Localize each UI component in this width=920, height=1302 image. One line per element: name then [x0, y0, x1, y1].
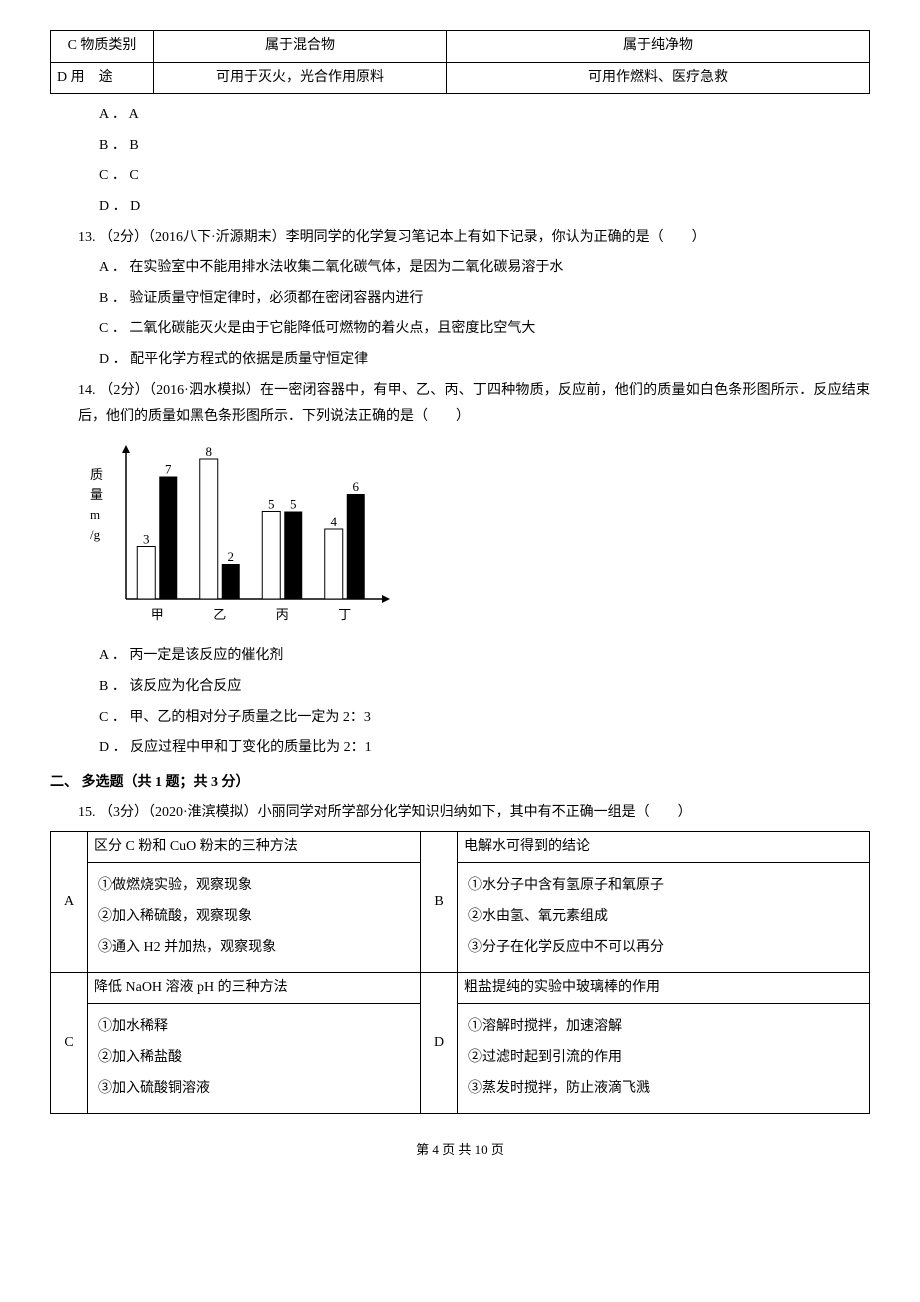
svg-text:乙: 乙: [213, 607, 226, 622]
cell-C-title: 降低 NaOH 溶液 pH 的三种方法: [88, 972, 421, 1004]
q14-chart: 质量m/g 3 7 甲 8 2 乙 55 丙 4 6 丁: [78, 439, 870, 640]
svg-text:质: 质: [90, 467, 103, 482]
svg-text:6: 6: [353, 479, 360, 494]
table-options-cd: C 物质类别 属于混合物 属于纯净物 D 用 途 可用于灭火，光合作用原料 可用…: [50, 30, 870, 94]
cell-B-body: ①水分子中含有氢原子和氧原子 ②水由氢、氧元素组成 ③分子在化学反应中不可以再分: [458, 863, 870, 972]
cell-A-body: ①做燃烧实验，观察现象 ②加入稀硫酸，观察现象 ③通入 H2 并加热，观察现象: [88, 863, 421, 972]
svg-text:3: 3: [143, 531, 150, 546]
cell-line: ③加入硫酸铜溶液: [98, 1074, 410, 1105]
q14-d: D ． 反应过程中甲和丁变化的质量比为 2：1: [50, 735, 870, 762]
label-C: C: [51, 972, 88, 1113]
cell-line: ①做燃烧实验，观察现象: [98, 871, 410, 902]
table-q15: A 区分 C 粉和 CuO 粉末的三种方法 B 电解水可得到的结论 ①做燃烧实验…: [50, 831, 870, 1114]
q13-stem: 13. （2分）（2016八下·沂源期末）李明同学的化学复习笔记本上有如下记录，…: [50, 225, 870, 252]
cell-A-title: 区分 C 粉和 CuO 粉末的三种方法: [88, 831, 421, 863]
page-footer: 第 4 页 共 10 页: [50, 1138, 870, 1163]
svg-text:8: 8: [206, 444, 213, 459]
option-c: C ． C: [50, 163, 870, 190]
cell-B-title: 电解水可得到的结论: [458, 831, 870, 863]
label-B: B: [421, 831, 458, 972]
cell-line: ①加水稀释: [98, 1012, 410, 1043]
q14-a: A ． 丙一定是该反应的催化剂: [50, 643, 870, 670]
table-row: C 降低 NaOH 溶液 pH 的三种方法 D 粗盐提纯的实验中玻璃棒的作用: [51, 972, 870, 1004]
cell-col3: 属于纯净物: [447, 31, 870, 63]
cell-line: ①溶解时搅拌，加速溶解: [468, 1012, 859, 1043]
cell-line: ②加入稀盐酸: [98, 1043, 410, 1074]
label-A: A: [51, 831, 88, 972]
cell-C-body: ①加水稀释 ②加入稀盐酸 ③加入硫酸铜溶液: [88, 1004, 421, 1113]
option-a: A ． A: [50, 102, 870, 129]
cell-line: ②水由氢、氧元素组成: [468, 902, 859, 933]
q15-stem: 15. （3分）（2020·淮滨模拟）小丽同学对所学部分化学知识归纳如下，其中有…: [50, 800, 870, 827]
q13-d: D ． 配平化学方程式的依据是质量守恒定律: [50, 347, 870, 374]
svg-text:5: 5: [268, 496, 275, 511]
cell-col2: 属于混合物: [154, 31, 447, 63]
cell-line: ②加入稀硫酸，观察现象: [98, 902, 410, 933]
svg-text:/g: /g: [90, 527, 101, 542]
label-D: D: [421, 972, 458, 1113]
q14-b: B ． 该反应为化合反应: [50, 674, 870, 701]
q13-b: B ． 验证质量守恒定律时，必须都在密闭容器内进行: [50, 286, 870, 313]
svg-text:丙: 丙: [276, 607, 289, 622]
cell-line: ③分子在化学反应中不可以再分: [468, 933, 859, 964]
bar-chart: 质量m/g 3 7 甲 8 2 乙 55 丙 4 6 丁: [78, 439, 398, 629]
svg-text:m: m: [90, 507, 100, 522]
cell-line: ③通入 H2 并加热，观察现象: [98, 933, 410, 964]
table-row: A 区分 C 粉和 CuO 粉末的三种方法 B 电解水可得到的结论: [51, 831, 870, 863]
option-b: B ． B: [50, 133, 870, 160]
svg-text:5: 5: [290, 496, 297, 511]
option-d: D ． D: [50, 194, 870, 221]
cell-line: ②过滤时起到引流的作用: [468, 1043, 859, 1074]
q14-stem: 14. （2分）（2016·泗水模拟）在一密闭容器中，有甲、乙、丙、丁四种物质，…: [50, 378, 870, 431]
svg-text:4: 4: [331, 514, 338, 529]
svg-text:2: 2: [228, 549, 235, 564]
cell-label: C 物质类别: [51, 31, 154, 63]
svg-text:7: 7: [165, 461, 172, 476]
table-row: ①做燃烧实验，观察现象 ②加入稀硫酸，观察现象 ③通入 H2 并加热，观察现象 …: [51, 863, 870, 972]
cell-col2: 可用于灭火，光合作用原料: [154, 62, 447, 94]
cell-col3: 可用作燃料、医疗急救: [447, 62, 870, 94]
q13-a: A ． 在实验室中不能用排水法收集二氧化碳气体，是因为二氧化碳易溶于水: [50, 255, 870, 282]
cell-label: D 用 途: [51, 62, 154, 94]
table-row: D 用 途 可用于灭火，光合作用原料 可用作燃料、医疗急救: [51, 62, 870, 94]
svg-text:甲: 甲: [151, 607, 164, 622]
cell-line: ①水分子中含有氢原子和氧原子: [468, 871, 859, 902]
svg-text:量: 量: [90, 487, 103, 502]
cell-D-body: ①溶解时搅拌，加速溶解 ②过滤时起到引流的作用 ③蒸发时搅拌，防止液滴飞溅: [458, 1004, 870, 1113]
cell-line: ③蒸发时搅拌，防止液滴飞溅: [468, 1074, 859, 1105]
section-2-heading: 二、 多选题（共 1 题；共 3 分）: [50, 770, 870, 797]
q13-c: C ． 二氧化碳能灭火是由于它能降低可燃物的着火点，且密度比空气大: [50, 316, 870, 343]
q14-c: C ． 甲、乙的相对分子质量之比一定为 2：3: [50, 705, 870, 732]
svg-text:丁: 丁: [338, 607, 351, 622]
cell-D-title: 粗盐提纯的实验中玻璃棒的作用: [458, 972, 870, 1004]
table-row: C 物质类别 属于混合物 属于纯净物: [51, 31, 870, 63]
table-row: ①加水稀释 ②加入稀盐酸 ③加入硫酸铜溶液 ①溶解时搅拌，加速溶解 ②过滤时起到…: [51, 1004, 870, 1113]
